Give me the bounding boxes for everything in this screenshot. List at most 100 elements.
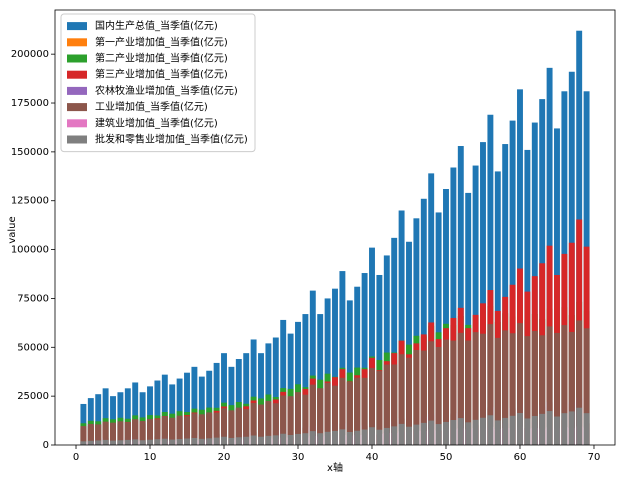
bar: [87, 440, 94, 445]
bar: [161, 416, 168, 445]
bar: [117, 440, 124, 445]
bar: [287, 434, 294, 445]
bar: [95, 424, 102, 445]
bar: [539, 335, 546, 445]
bar: [243, 353, 250, 445]
bar: [369, 247, 375, 445]
legend-swatch: [67, 54, 87, 63]
bar: [324, 298, 331, 445]
bar: [413, 218, 420, 445]
bar: [110, 440, 116, 445]
bar: [494, 420, 501, 445]
bar: [309, 384, 316, 445]
bar: [435, 212, 442, 445]
bar: [457, 332, 464, 445]
bar: [272, 435, 279, 445]
bar: [561, 413, 568, 445]
bar: [494, 171, 501, 445]
bar: [228, 410, 235, 445]
bar: [265, 401, 272, 445]
axes-frame: [54, 9, 616, 446]
bar: [287, 396, 294, 445]
bar: [102, 421, 109, 445]
bar: [472, 332, 479, 445]
bar: [339, 429, 346, 445]
bar: [391, 237, 398, 445]
bar: [191, 413, 198, 445]
bar: [546, 326, 553, 445]
bar: [406, 357, 412, 445]
bar: [568, 331, 575, 445]
bar: [295, 392, 301, 445]
bar: [258, 404, 264, 445]
bar: [361, 273, 368, 445]
bar: [376, 429, 383, 445]
bar: [450, 340, 457, 445]
bar: [139, 440, 146, 445]
y-tick-label: 200000: [11, 49, 49, 60]
bar: [139, 421, 146, 445]
bar: [443, 421, 449, 445]
bar: [265, 343, 272, 445]
y-tick-label: 150000: [11, 147, 49, 158]
bar: [546, 411, 553, 445]
y-tick-label: 175000: [11, 98, 49, 109]
bar: [428, 173, 435, 446]
bar: [531, 415, 538, 445]
bar: [361, 377, 368, 445]
bar: [361, 429, 368, 445]
x-tick-label: 0: [73, 452, 79, 463]
bar: [280, 319, 287, 445]
bar: [324, 431, 331, 445]
legend-swatch: [67, 22, 87, 31]
bar: [428, 341, 435, 445]
bar: [132, 382, 139, 445]
bar: [191, 437, 198, 445]
bar: [124, 388, 131, 445]
bar: [176, 415, 183, 445]
bar: [132, 439, 139, 445]
bar: [346, 381, 353, 445]
bar: [472, 165, 479, 446]
bar: [517, 412, 523, 445]
bar: [332, 385, 338, 445]
bar: [295, 321, 301, 445]
bar: [161, 438, 168, 445]
bar: [346, 431, 353, 445]
bar: [576, 407, 583, 445]
bar: [198, 414, 205, 445]
bar: [413, 349, 420, 445]
bar: [472, 419, 479, 445]
bar: [154, 419, 161, 445]
bar: [280, 433, 287, 445]
bar: [102, 388, 109, 445]
x-tick-label: 50: [440, 452, 453, 463]
bar: [235, 359, 242, 445]
bar: [110, 422, 116, 445]
bar: [383, 255, 390, 445]
bar: [487, 324, 494, 445]
bar: [465, 422, 472, 445]
bar: [221, 436, 227, 445]
bar: [184, 372, 190, 445]
bar: [435, 346, 442, 445]
bar: [117, 421, 124, 445]
bar: [391, 426, 398, 445]
bar: [184, 438, 190, 445]
bar: [80, 426, 87, 445]
bar: [169, 439, 176, 445]
y-tick-label: 25000: [17, 391, 49, 402]
bar: [450, 167, 457, 445]
bar: [332, 430, 338, 445]
bar: [176, 439, 183, 445]
bar: [317, 388, 324, 445]
bar: [494, 337, 501, 445]
bar: [339, 271, 346, 445]
bar: [583, 413, 590, 445]
legend-swatch: [67, 38, 87, 47]
y-tick-label: 100000: [11, 245, 49, 256]
bar: [509, 333, 516, 445]
bar: [80, 441, 87, 445]
legend-label: 国内生产总值_当季值(亿元): [95, 19, 218, 32]
bar: [324, 382, 331, 445]
